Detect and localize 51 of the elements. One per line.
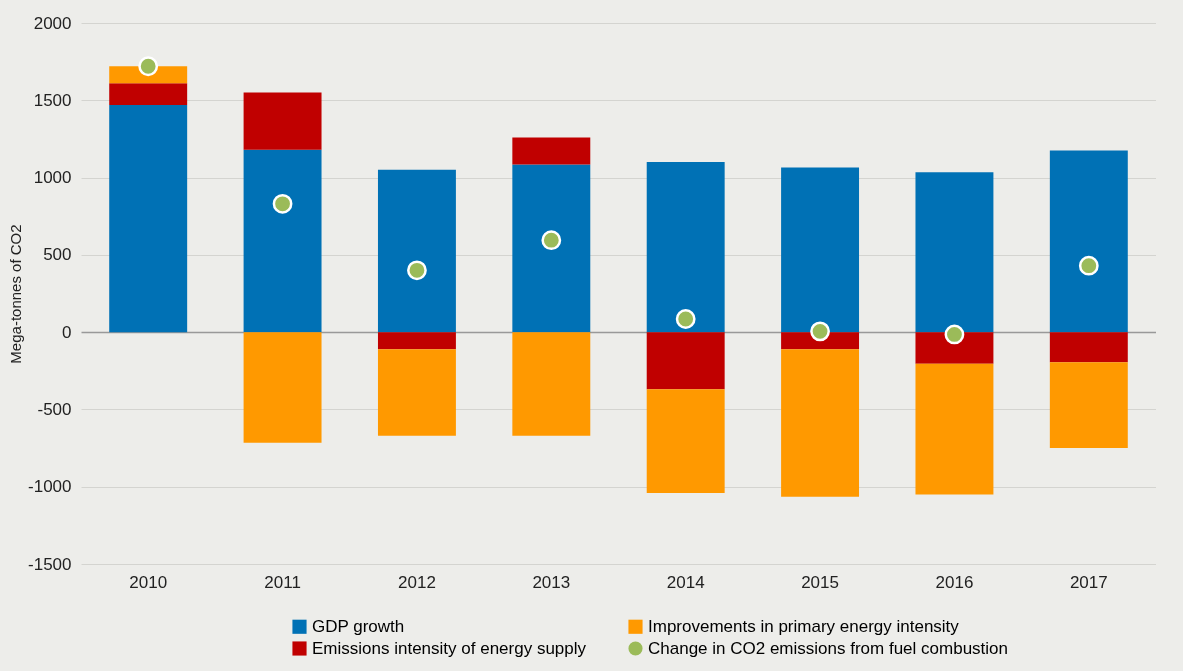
bar [781,349,860,497]
bar [243,149,322,333]
x-tick-label: 2012 [398,572,436,592]
bar [377,349,456,436]
y-axis-title: Mega-tonnes of CO2 [7,224,25,364]
point [541,230,562,251]
bar [915,172,994,333]
bar [109,104,188,333]
x-tick-label: 2010 [129,572,168,592]
bar [646,332,725,390]
bar [915,332,994,364]
x-tick-label: 2013 [532,572,571,592]
y-tick-label: 1000 [33,168,72,188]
bar [243,332,322,443]
bar [1049,150,1128,333]
bar [915,363,994,495]
bar [512,332,591,436]
bar [1049,332,1128,363]
bar [512,137,591,165]
x-tick-label: 2015 [801,572,839,592]
x-tick-label: 2014 [666,572,705,592]
legend-label: GDP growth [312,616,405,636]
bar [781,167,860,333]
bar [377,332,456,350]
point [272,193,293,214]
bar [1049,362,1128,449]
x-tick-label: 2011 [264,572,301,592]
bar [512,164,591,333]
y-tick-label: 500 [43,245,72,265]
point [675,309,696,329]
legend-label: Improvements in primary energy intensity [648,616,960,636]
legend-label: Change in CO2 emissions from fuel combustion [648,638,1008,658]
x-tick-label: 2017 [1069,572,1108,592]
y-tick-label: -500 [37,399,72,419]
x-tick-label: 2016 [935,572,974,592]
y-tick-label: -1000 [28,477,72,497]
legend-label: Emissions intensity of energy supply [312,638,587,658]
y-tick-label: 0 [62,322,72,342]
point [810,321,830,342]
point [138,56,159,77]
bar [109,83,188,105]
y-tick-label: 1500 [33,90,72,110]
bar [243,92,322,150]
bar [646,389,725,493]
point [407,260,427,281]
bar [646,162,725,333]
y-tick-label: 2000 [33,13,72,33]
point [944,324,965,345]
point [1078,255,1099,276]
y-tick-label: -1500 [28,554,72,574]
bar [377,169,456,333]
